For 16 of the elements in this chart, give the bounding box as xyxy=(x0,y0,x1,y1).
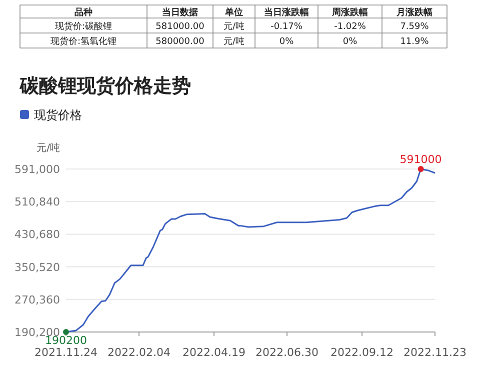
y-axis-title: 元/吨 xyxy=(36,142,60,154)
x-tick-label: 2022.04.19 xyxy=(182,346,246,359)
x-tick-label: 2022.09.12 xyxy=(330,346,394,359)
chart-title: 碳酸锂现货价格走势 xyxy=(19,75,191,97)
x-tick-label: 2022.11.23 xyxy=(404,346,466,359)
y-tick-label: 430,680 xyxy=(14,228,60,242)
y-tick-label: 510,840 xyxy=(14,196,60,209)
x-tick-label: 2022.02.04 xyxy=(107,346,170,359)
legend-label: 现货价格 xyxy=(34,108,82,122)
x-tick-label: 2022.06.30 xyxy=(256,346,318,359)
y-tick-label: 591,000 xyxy=(14,163,60,176)
annotation: 591000 xyxy=(400,153,442,166)
x-tick-label: 2021.11.24 xyxy=(34,346,98,359)
y-tick-label: 350,520 xyxy=(14,260,60,274)
y-tick-label: 270,360 xyxy=(14,293,60,306)
table: 品种 当日数据 单位 当日涨跌幅 周涨跌幅 月涨跌幅 现货价:碳酸锂 581000.00 元/吨 -0.17% -1.02% 7.59% 现货价:氢氧化锂 580000.00 元/吨 0% 0% 11.9% xyxy=(20,4,448,48)
